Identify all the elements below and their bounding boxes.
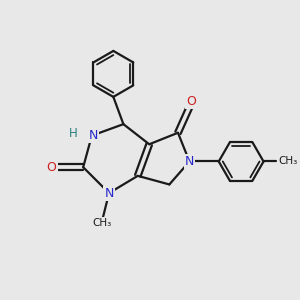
Text: O: O [47, 161, 56, 174]
Text: H: H [69, 127, 77, 140]
Text: CH₃: CH₃ [278, 157, 298, 166]
Text: N: N [185, 155, 194, 168]
Text: CH₃: CH₃ [92, 218, 112, 228]
Text: N: N [104, 187, 114, 200]
Text: O: O [186, 95, 196, 108]
Text: N: N [88, 129, 98, 142]
